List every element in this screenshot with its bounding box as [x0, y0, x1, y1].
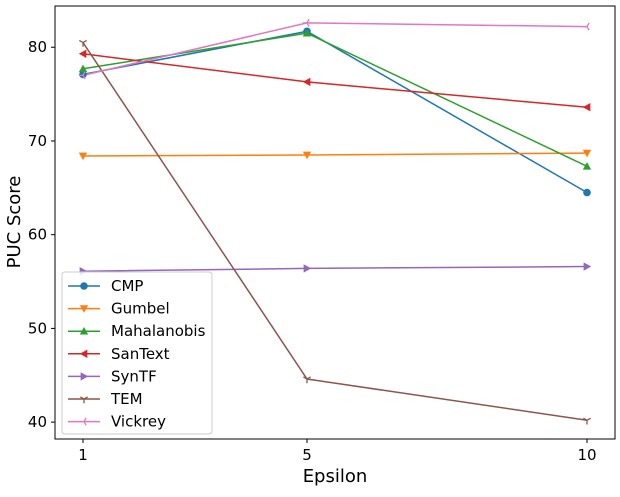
series-line-santext: [82, 53, 588, 108]
data-point-cmp-2: [583, 188, 591, 197]
data-point-syntf-1: [303, 264, 312, 273]
y-tick-label: 40: [28, 413, 47, 431]
y-tick-label: 60: [28, 226, 47, 244]
data-point-gumbel-1: [302, 151, 312, 160]
data-point-santext-2: [582, 103, 591, 112]
data-point-vickrey-0: [78, 71, 86, 80]
legend-marker-tem: [80, 396, 88, 404]
legend-item-cmp: CMP: [68, 277, 143, 295]
y-tick-label: 70: [28, 132, 47, 150]
legend-label-santext: SanText: [111, 345, 170, 363]
x-tick-label: 5: [302, 446, 312, 464]
legend-marker-syntf: [80, 372, 89, 381]
legend-item-gumbel: Gumbel: [68, 300, 170, 318]
legend-label-syntf: SynTF: [111, 367, 157, 385]
legend-box: [61, 271, 213, 435]
data-point-gumbel-0: [78, 152, 88, 161]
plot-frame: [54, 5, 616, 440]
legend-label-tem: TEM: [110, 390, 143, 408]
legend-item-syntf: SynTF: [68, 367, 157, 385]
data-point-vickrey-1: [302, 18, 310, 27]
data-point-mahalanobis-2: [582, 162, 592, 170]
legend-item-vickrey: Vickrey: [68, 413, 166, 431]
y-tick-label: 50: [28, 319, 47, 337]
legend-marker-vickrey: [79, 417, 87, 426]
legend-item-mahalanobis: Mahalanobis: [68, 322, 206, 340]
data-point-mahalanobis-0: [78, 64, 88, 73]
legend-marker-santext: [79, 349, 88, 358]
x-axis: 1 5 10: [78, 439, 597, 464]
y-axis-title: PUC Score: [4, 176, 25, 269]
legend-marker-mahalanobis: [79, 327, 89, 335]
y-tick-label: 80: [28, 38, 47, 56]
legend-label-mahalanobis: Mahalanobis: [111, 322, 206, 340]
data-point-tem-2: [583, 417, 591, 425]
series-line-cmp: [82, 30, 588, 194]
data-point-mahalanobis-1: [302, 28, 312, 37]
legend-marker-cmp: [80, 282, 88, 290]
y-axis: 40 50 60 70 80: [28, 38, 55, 431]
x-axis-title: Epsilon: [303, 466, 368, 487]
series-line-vickrey: [82, 22, 588, 77]
legend-item-santext: SanText: [68, 345, 170, 363]
data-point-syntf-2: [583, 262, 592, 271]
legend-label-cmp: CMP: [111, 277, 143, 295]
data-point-tem-0: [79, 39, 87, 47]
legend-label-gumbel: Gumbel: [111, 300, 170, 318]
x-tick-label: 1: [78, 446, 88, 464]
x-tick-label: 10: [577, 446, 596, 464]
data-point-santext-1: [302, 77, 311, 87]
legend-label-vickrey: Vickrey: [111, 413, 166, 431]
legend-item-tem: TEM: [68, 390, 143, 408]
data-point-tem-1: [303, 376, 311, 384]
legend: CMP Gumbel Mahalanobis SanText SynTF TEM Vickr…: [61, 271, 213, 435]
legend-marker-gumbel: [79, 305, 89, 313]
data-point-gumbel-2: [582, 149, 592, 158]
data-point-santext-0: [78, 49, 87, 58]
data-point-vickrey-2: [582, 22, 590, 31]
series-line-syntf: [82, 265, 588, 272]
